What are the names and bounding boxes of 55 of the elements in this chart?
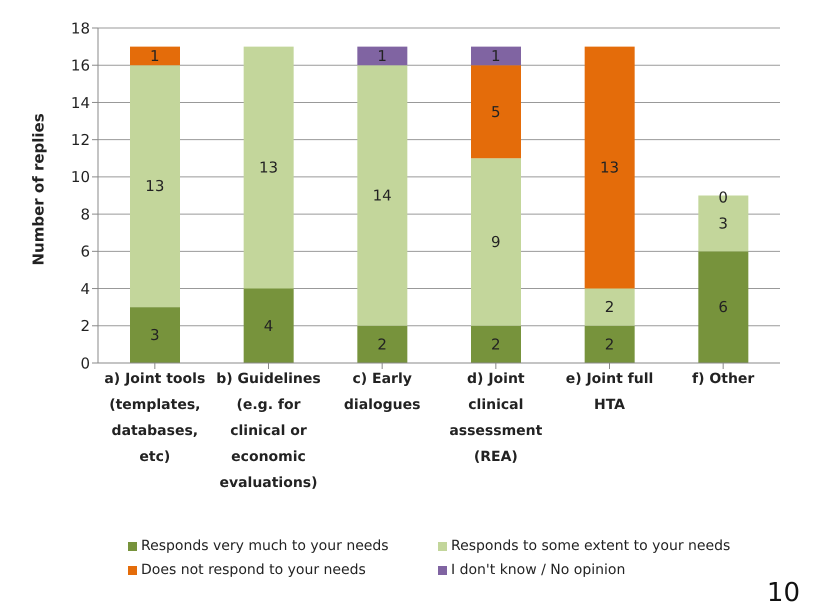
x-tick-label: c) Early dialogues [344, 371, 420, 413]
bar [130, 46, 180, 66]
legend-label: Does not respond to your needs [141, 562, 366, 578]
bar [244, 288, 294, 363]
data-label: 1 [491, 46, 501, 65]
bar [584, 326, 635, 363]
y-tick-label: 8 [80, 205, 90, 224]
y-tick-label: 18 [70, 19, 90, 38]
data-label: 13 [145, 177, 164, 196]
bar [584, 46, 635, 289]
data-label: 2 [604, 335, 614, 354]
bar [471, 65, 521, 158]
x-tick-label: f) Other [692, 371, 754, 387]
x-tick-label: a) Joint tools (templates, databases, etc) [104, 371, 206, 465]
data-label: 6 [718, 298, 728, 316]
bar [357, 65, 408, 326]
legend-label: Responds very much to your needs [141, 538, 389, 554]
bar [584, 288, 635, 326]
bar [698, 251, 748, 363]
y-tick-label: 4 [80, 280, 90, 298]
data-label: 3 [150, 326, 160, 344]
x-tick-label: e) Joint full HTA [566, 371, 654, 413]
data-label: 13 [258, 158, 278, 177]
y-tick-label: 14 [70, 94, 90, 112]
data-label: 13 [600, 158, 620, 177]
bar [471, 158, 521, 326]
y-tick-label: 10 [70, 168, 90, 186]
data-label: 2 [604, 298, 614, 316]
bar [357, 46, 408, 66]
y-tick-label: 16 [70, 56, 90, 75]
data-label: 9 [491, 233, 501, 252]
bar [130, 65, 180, 308]
y-tick-label: 6 [80, 242, 90, 261]
legend-label: I don't know / No opinion [451, 562, 626, 578]
data-label: 2 [377, 335, 387, 354]
y-tick-label: 0 [80, 354, 90, 372]
data-label: 14 [372, 186, 392, 204]
data-label: 2 [491, 335, 501, 354]
y-axis-title: Number of replies [29, 113, 48, 266]
legend-label: Responds to some extent to your needs [451, 538, 730, 554]
bar [357, 326, 408, 363]
bar [471, 326, 521, 363]
bar [244, 46, 294, 289]
bar [130, 307, 180, 363]
text: 10 [766, 578, 800, 608]
data-label: 4 [264, 316, 274, 335]
data-label: 1 [377, 46, 387, 65]
x-tick-label: d) Joint clinical assessment (REA) [449, 371, 543, 465]
data-label: 5 [491, 102, 501, 121]
data-label: 3 [718, 214, 728, 232]
y-tick-label: 2 [80, 317, 90, 336]
y-tick-label: 12 [70, 130, 90, 149]
data-label: 1 [150, 46, 160, 65]
x-tick-label: b) Guidelines (e.g. for clinical or economic evaluations) [216, 371, 321, 491]
bar [471, 46, 521, 66]
